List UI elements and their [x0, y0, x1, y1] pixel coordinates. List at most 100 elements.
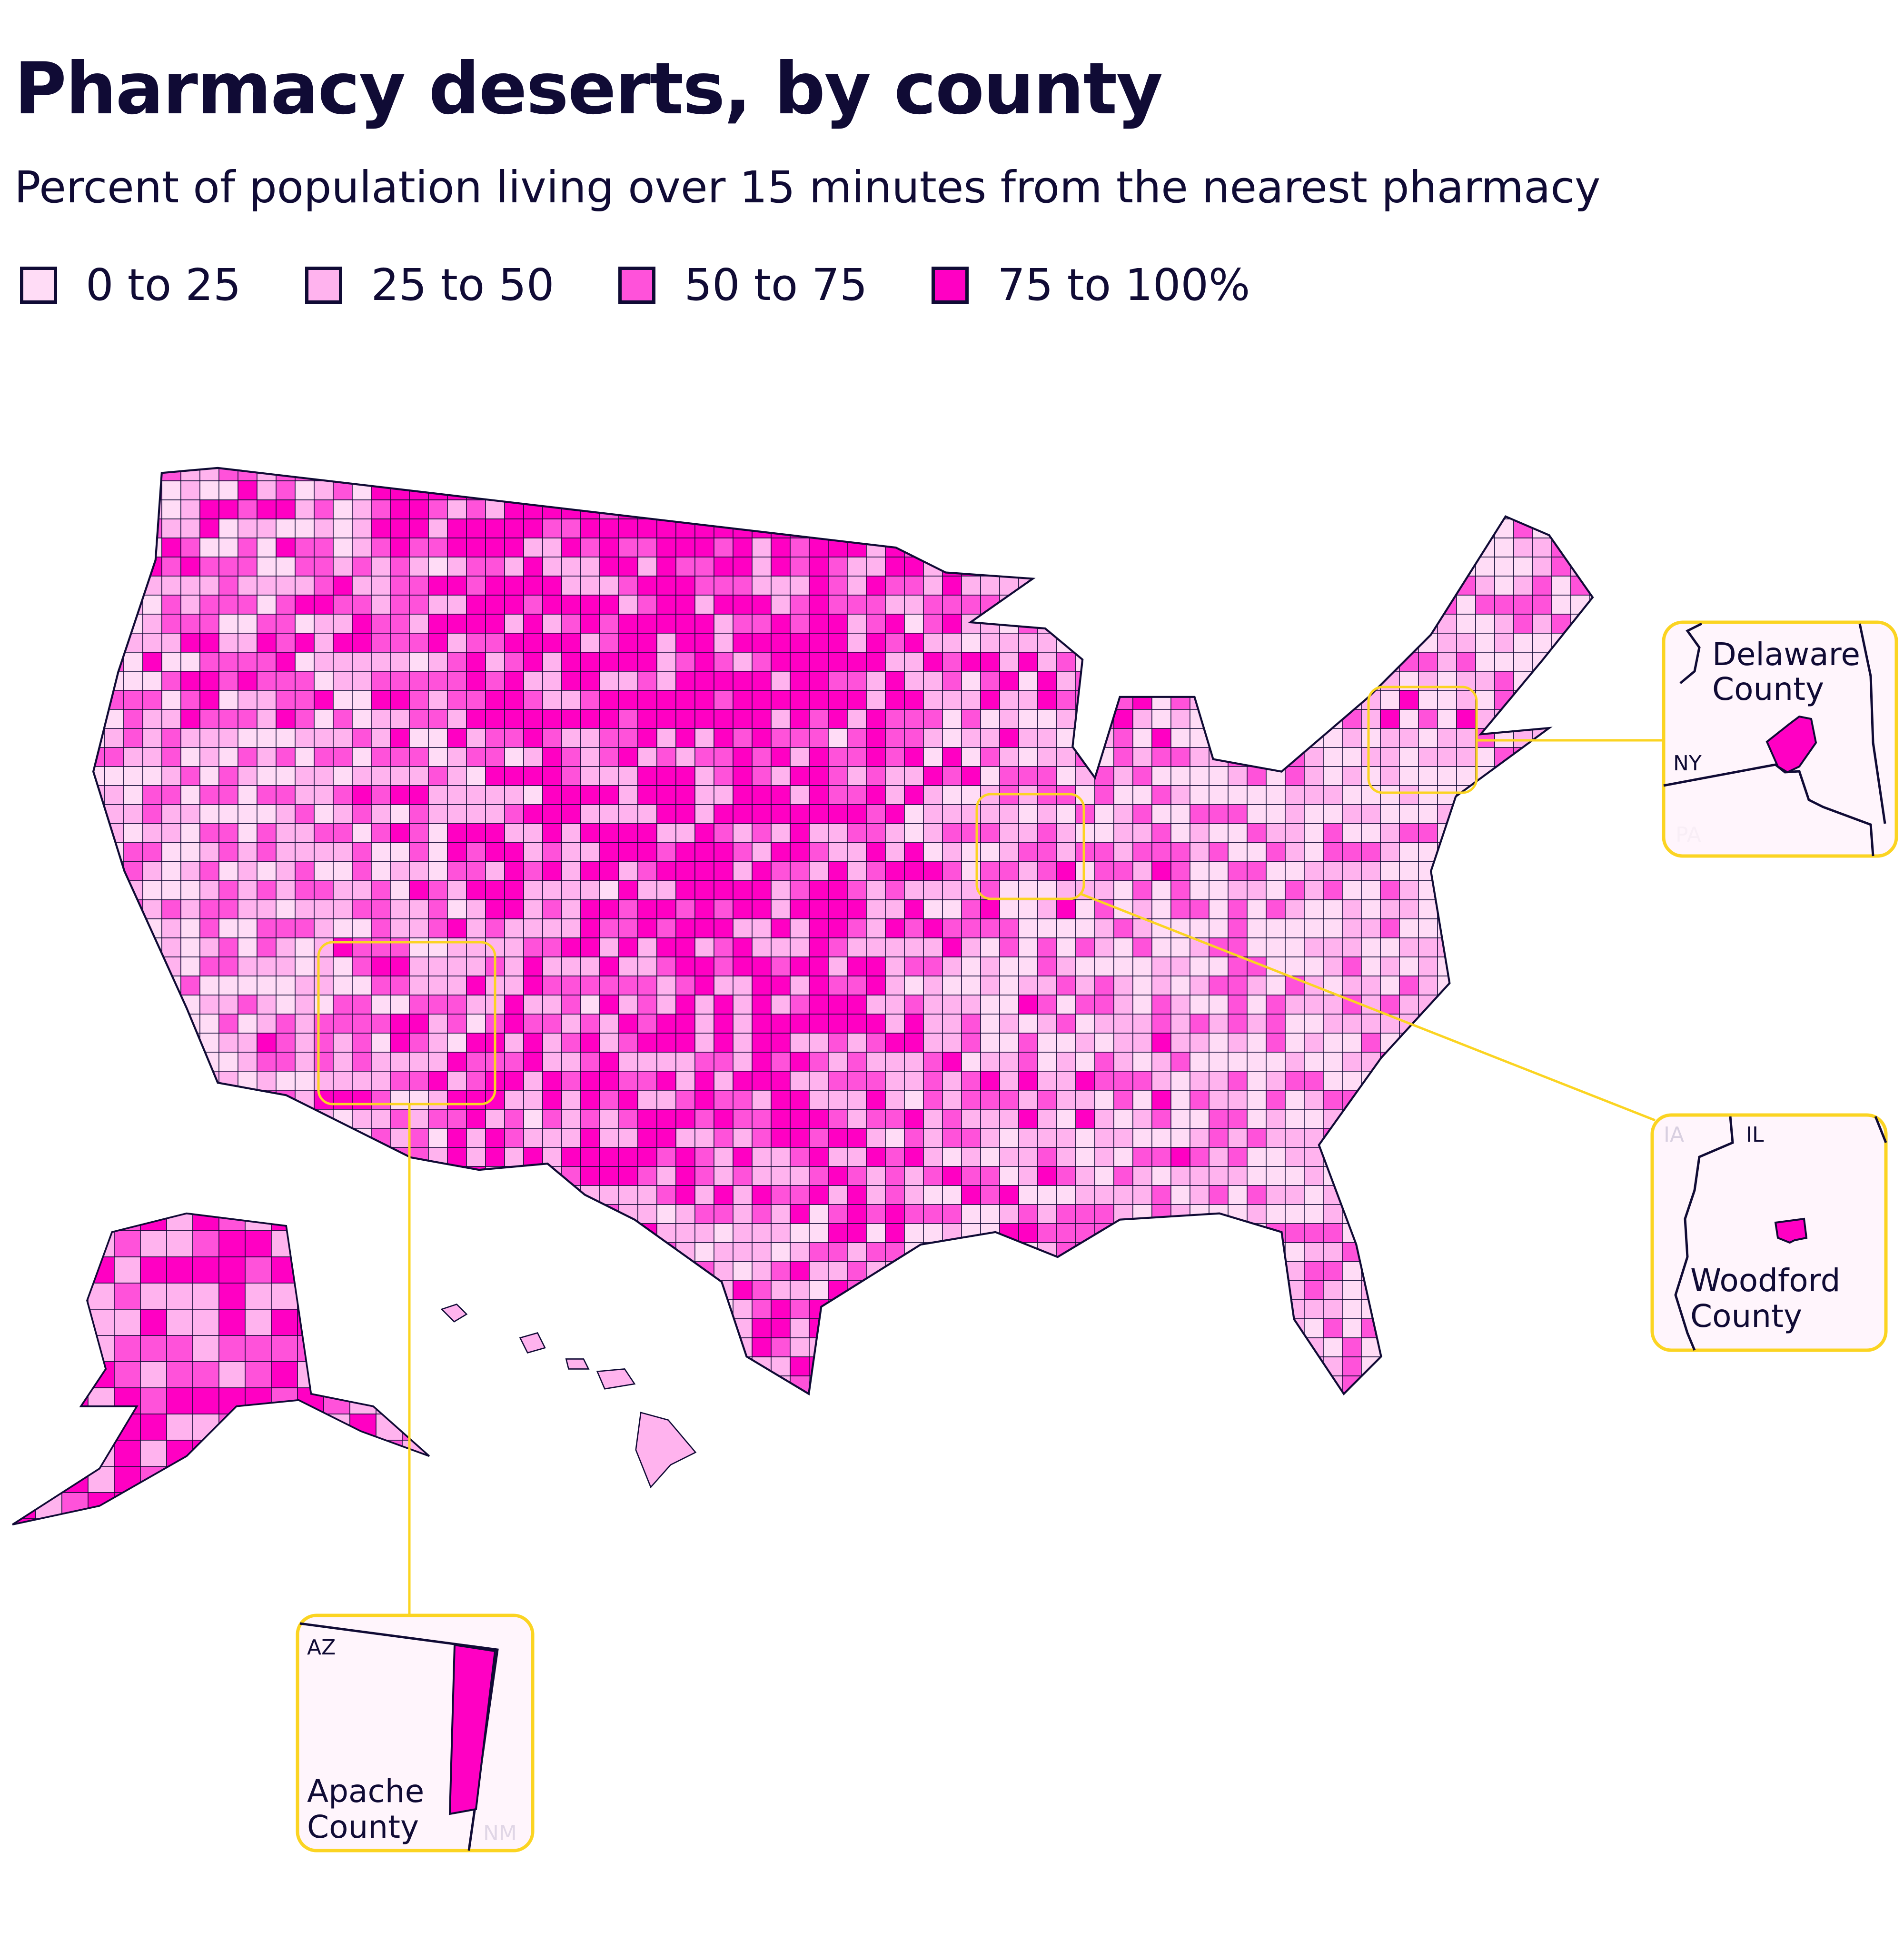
county: [904, 1261, 924, 1281]
county: [752, 861, 772, 881]
county: [1247, 595, 1267, 615]
county: [447, 1128, 467, 1148]
county: [1075, 1109, 1095, 1129]
county: [904, 468, 924, 481]
county: [161, 690, 181, 710]
county: [656, 937, 676, 957]
county: [1113, 937, 1133, 957]
county: [1380, 709, 1400, 729]
county: [999, 499, 1019, 519]
county: [847, 557, 867, 577]
county: [218, 899, 238, 919]
county: [980, 709, 1000, 729]
county: [828, 823, 848, 843]
county: [656, 766, 676, 786]
county: [790, 1090, 810, 1110]
county: [1532, 1242, 1552, 1262]
county: [1094, 1166, 1114, 1186]
county: [1380, 1166, 1400, 1186]
county: [1589, 956, 1593, 976]
county: [1342, 976, 1362, 996]
county: [866, 614, 886, 634]
county: [333, 956, 353, 976]
county: [218, 1052, 238, 1072]
county: [1018, 1166, 1038, 1186]
county: [1170, 1318, 1190, 1338]
county: [447, 728, 467, 748]
county: [390, 1128, 410, 1148]
county: [161, 1185, 181, 1205]
county: [1170, 1242, 1190, 1262]
county: [1056, 633, 1076, 653]
county: [61, 1518, 89, 1525]
county: [980, 1185, 1000, 1205]
county: [809, 499, 829, 519]
county: [752, 842, 772, 862]
county: [656, 842, 676, 862]
county: [1266, 728, 1286, 748]
county: [314, 652, 334, 672]
county: [1056, 1375, 1076, 1394]
county: [1380, 937, 1400, 957]
county: [245, 1230, 272, 1257]
county: [904, 956, 924, 976]
county: [1094, 995, 1114, 1015]
county: [885, 1033, 905, 1053]
county: [390, 728, 410, 748]
county: [1209, 1261, 1229, 1281]
county: [1075, 1204, 1095, 1224]
county: [1456, 1090, 1476, 1110]
county: [809, 709, 829, 729]
county: [1399, 1356, 1419, 1376]
county: [714, 1147, 734, 1167]
county: [1151, 747, 1171, 767]
county: [999, 614, 1019, 634]
az-source-box: [317, 941, 496, 1105]
county: [428, 1337, 448, 1357]
county: [1589, 652, 1593, 672]
county: [371, 728, 391, 748]
county: [999, 595, 1019, 615]
county: [1418, 861, 1438, 881]
county: [580, 1014, 600, 1034]
county: [1551, 1223, 1571, 1243]
county: [523, 538, 543, 558]
county: [93, 538, 105, 558]
county: [1437, 614, 1457, 634]
county: [1323, 1280, 1343, 1300]
county: [352, 937, 372, 957]
county: [123, 976, 143, 996]
county: [1361, 956, 1381, 976]
county: [1513, 1147, 1533, 1167]
county: [923, 671, 943, 691]
county: [352, 1280, 372, 1300]
county: [980, 842, 1000, 862]
county: [714, 709, 734, 729]
county: [771, 480, 791, 500]
county: [580, 1147, 600, 1167]
county: [1418, 576, 1438, 596]
county: [1513, 1204, 1533, 1224]
county: [352, 1185, 372, 1205]
county: [257, 995, 277, 1015]
legend-item-75-100: 75 to 100%: [932, 259, 1250, 310]
county: [245, 1335, 272, 1362]
county: [1513, 480, 1533, 500]
county: [180, 1071, 200, 1091]
county: [656, 899, 676, 919]
county: [866, 747, 886, 767]
county: [980, 1299, 1000, 1319]
county: [1551, 480, 1571, 500]
county: [466, 842, 486, 862]
county: [599, 1185, 619, 1205]
county: [694, 937, 714, 957]
county: [694, 976, 714, 996]
county: [1132, 595, 1152, 615]
county: [771, 1280, 791, 1300]
county: [1285, 1223, 1305, 1243]
county: [637, 652, 657, 672]
county: [1513, 766, 1533, 786]
county: [390, 709, 410, 729]
county: [1304, 499, 1324, 519]
county: [1075, 468, 1095, 481]
